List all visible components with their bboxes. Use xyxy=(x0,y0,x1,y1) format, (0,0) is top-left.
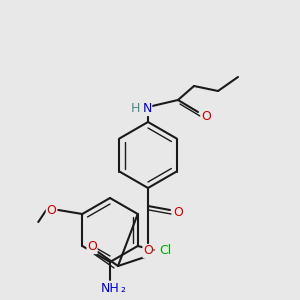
Text: ₂: ₂ xyxy=(121,281,125,295)
Text: O: O xyxy=(46,203,56,217)
Text: Cl: Cl xyxy=(160,244,172,256)
Text: O: O xyxy=(201,110,211,122)
Text: O: O xyxy=(87,241,97,254)
Text: O: O xyxy=(173,206,183,220)
Text: NH: NH xyxy=(100,281,119,295)
Text: N: N xyxy=(142,103,152,116)
Text: O: O xyxy=(143,244,153,257)
Text: H: H xyxy=(130,103,140,116)
